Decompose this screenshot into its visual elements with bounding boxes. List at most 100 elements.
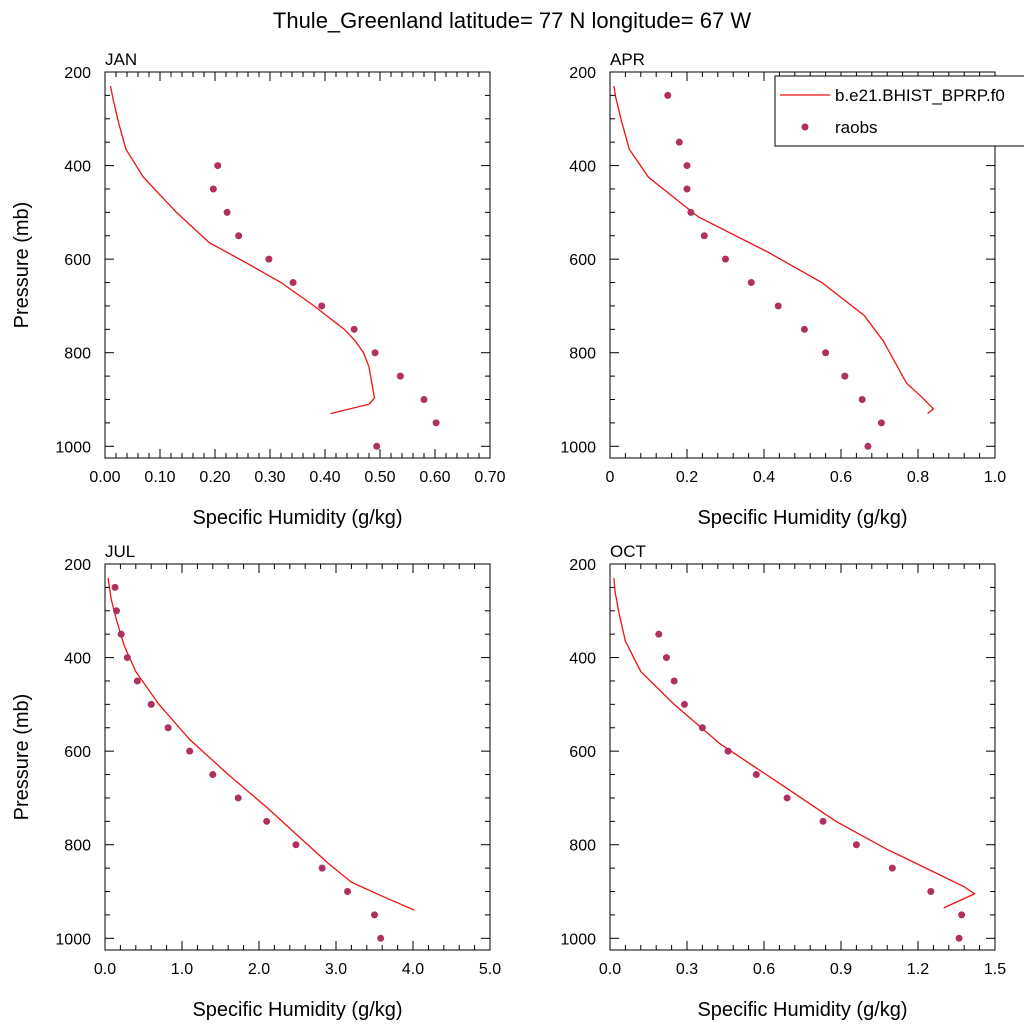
panel-title: OCT xyxy=(610,542,646,561)
plot-data xyxy=(613,85,935,450)
raobs-point xyxy=(687,208,695,216)
y-tick-label: 800 xyxy=(569,346,596,363)
raobs-point xyxy=(123,654,131,662)
panel-oct: 0.0 0.3 0.6 0.9 1.2 1.5 200 400 600 800 1000 OCT Spe… xyxy=(560,542,1006,1021)
plot-frame xyxy=(104,71,491,459)
y-tick-label: 600 xyxy=(569,744,596,761)
y-tick-label: 1000 xyxy=(55,931,91,948)
raobs-point xyxy=(350,325,358,333)
raobs-point xyxy=(289,279,297,287)
x-tick-label: 1.5 xyxy=(984,961,1006,978)
x-tick-label: 0.70 xyxy=(474,469,505,486)
x-axis-label: Specific Humidity (g/kg) xyxy=(697,507,907,529)
plot-data xyxy=(613,577,976,942)
x-tick-label: 0.9 xyxy=(830,961,852,978)
x-axis-label: Specific Humidity (g/kg) xyxy=(192,999,402,1021)
x-tick-label: 5.0 xyxy=(479,961,501,978)
legend-dot-swatch xyxy=(801,123,809,131)
raobs-point xyxy=(722,255,729,263)
raobs-point xyxy=(318,302,326,310)
y-tick-label: 200 xyxy=(64,65,91,82)
raobs-point xyxy=(747,279,755,287)
raobs-point xyxy=(371,349,379,357)
raobs-point xyxy=(864,442,872,450)
raobs-point xyxy=(927,888,935,896)
raobs-point xyxy=(675,138,683,146)
raobs-point xyxy=(111,583,119,591)
legend-box xyxy=(774,75,1024,147)
raobs-point xyxy=(377,934,385,942)
y-tick-label: 600 xyxy=(569,252,596,269)
y-tick-label: 400 xyxy=(64,159,91,176)
raobs-point xyxy=(432,419,440,427)
x-tick-label: 0.20 xyxy=(199,469,230,486)
legend-model-label: b.e21.BHIST_BPRP.f0 xyxy=(835,86,1005,105)
x-tick-label: 0.6 xyxy=(753,961,775,978)
raobs-point xyxy=(680,700,688,708)
y-axis-label: Pressure (mb) xyxy=(11,202,33,329)
y-tick-label: 200 xyxy=(569,557,596,574)
x-tick-label: 0.4 xyxy=(753,469,775,486)
raobs-point xyxy=(800,325,808,333)
plot-frame xyxy=(609,71,996,459)
raobs-point xyxy=(223,208,231,216)
raobs-point xyxy=(265,255,273,263)
plot-data xyxy=(107,577,415,942)
panel-jul: 0.0 1.0 2.0 3.0 4.0 5.0 200 400 600 800 1000 JUL Spe… xyxy=(11,542,501,1021)
panel-title: JAN xyxy=(105,50,137,69)
panel-jan: 0.00 0.10 0.20 0.30 0.40 0.50 0.60 0.70 200 400 60… xyxy=(11,50,506,529)
plot-frame xyxy=(609,563,996,951)
x-tick-label: 0.6 xyxy=(830,469,852,486)
raobs-point xyxy=(700,232,708,240)
raobs-point xyxy=(373,442,381,450)
raobs-point xyxy=(662,654,670,662)
raobs-point xyxy=(234,794,242,802)
raobs-point xyxy=(819,817,827,825)
x-tick-label: 0.0 xyxy=(599,961,621,978)
raobs-point xyxy=(670,677,678,685)
x-tick-label: 0.30 xyxy=(254,469,285,486)
y-tick-label: 200 xyxy=(569,65,596,82)
x-tick-label: 0.0 xyxy=(94,961,116,978)
y-tick-label: 1000 xyxy=(560,931,596,948)
x-tick-label: 0.2 xyxy=(676,469,698,486)
x-tick-label: 0.50 xyxy=(364,469,395,486)
x-tick-label: 4.0 xyxy=(402,961,424,978)
x-axis-label: Specific Humidity (g/kg) xyxy=(192,507,402,529)
x-tick-label: 0 xyxy=(606,469,615,486)
raobs-point xyxy=(396,372,404,380)
model-profile-line xyxy=(613,85,935,415)
raobs-point xyxy=(858,396,866,404)
raobs-point xyxy=(147,700,155,708)
x-tick-label: 0.3 xyxy=(676,961,698,978)
raobs-point xyxy=(683,162,691,170)
raobs-point xyxy=(655,630,663,638)
raobs-point xyxy=(133,677,141,685)
y-tick-label: 1000 xyxy=(55,439,91,456)
raobs-point xyxy=(164,724,172,732)
model-profile-line xyxy=(109,85,376,415)
x-tick-label: 1.2 xyxy=(907,961,929,978)
legend-obs-label: raobs xyxy=(835,118,878,137)
figure-title: Thule_Greenland latitude= 77 N longitude… xyxy=(273,8,751,33)
x-tick-label: 1.0 xyxy=(171,961,193,978)
x-tick-label: 3.0 xyxy=(325,961,347,978)
y-tick-label: 400 xyxy=(569,651,596,668)
raobs-point xyxy=(698,724,706,732)
raobs-point xyxy=(877,419,885,427)
panel-title: APR xyxy=(610,50,645,69)
raobs-point xyxy=(214,162,222,170)
y-tick-label: 600 xyxy=(64,252,91,269)
raobs-point xyxy=(344,888,352,896)
raobs-point xyxy=(235,232,243,240)
raobs-point xyxy=(117,630,125,638)
raobs-point xyxy=(822,349,830,357)
y-tick-label: 600 xyxy=(64,744,91,761)
raobs-point xyxy=(852,841,860,849)
raobs-point xyxy=(683,185,691,193)
raobs-point xyxy=(774,302,782,310)
plot-data xyxy=(109,85,440,450)
raobs-point xyxy=(371,911,378,919)
